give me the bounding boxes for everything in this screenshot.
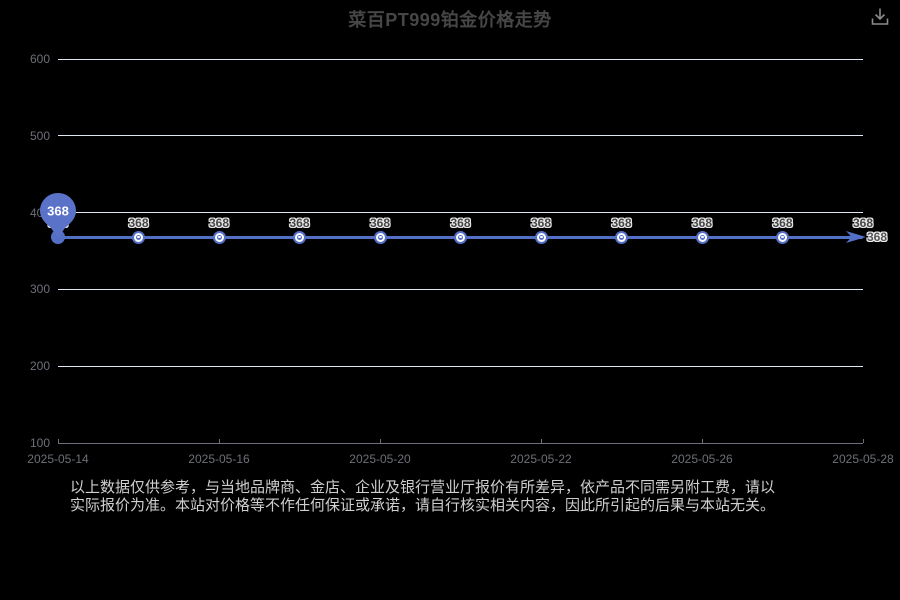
y-axis-label: 500 xyxy=(29,128,50,143)
x-axis-label: 2025-05-14 xyxy=(27,452,89,466)
x-axis-label: 2025-05-16 xyxy=(188,452,250,466)
marker-dash xyxy=(459,236,462,238)
data-point-label: 368 xyxy=(369,215,391,230)
x-axis-tick xyxy=(541,439,542,443)
data-point-marker[interactable] xyxy=(214,232,224,242)
marker-dash xyxy=(298,236,301,238)
gridline xyxy=(58,365,863,367)
data-point-marker[interactable] xyxy=(375,232,385,242)
data-point-marker[interactable] xyxy=(617,232,626,242)
disclaimer-text: 以上数据仅供参考，与当地品牌商、金店、企业及银行营业厅报价有所差异，依产品不同需… xyxy=(70,479,850,514)
x-axis-label: 2025-05-22 xyxy=(510,452,572,466)
x-axis-label: 2025-05-26 xyxy=(671,452,733,466)
save-as-image-button[interactable] xyxy=(868,5,892,29)
download-icon xyxy=(871,8,889,25)
marker-dash xyxy=(137,236,140,238)
x-axis-line xyxy=(58,443,863,444)
data-point-label: 368 xyxy=(691,215,713,230)
data-point-label: 368 xyxy=(772,215,793,230)
data-point-label: 368 xyxy=(852,215,874,230)
svg-text:368: 368 xyxy=(47,204,69,219)
series-end-value-label: 368 xyxy=(867,229,888,244)
data-point-label: 368 xyxy=(450,215,471,230)
y-axis-label: 100 xyxy=(29,436,50,450)
y-axis-label: 600 xyxy=(29,52,50,66)
data-point-label: 368 xyxy=(128,215,149,230)
gridline xyxy=(58,288,863,290)
x-axis-label: 2025-05-28 xyxy=(832,452,894,466)
pin-icon: 368 xyxy=(40,193,76,239)
x-axis-tick xyxy=(219,439,220,443)
data-point-label: 368 xyxy=(611,215,632,230)
marker-dash xyxy=(781,236,784,238)
x-axis-tick xyxy=(702,439,703,443)
x-axis-label: 2025-05-20 xyxy=(349,452,411,466)
marker-dash xyxy=(620,236,623,238)
gridline xyxy=(58,135,863,137)
data-point-label: 368 xyxy=(208,215,230,230)
x-axis-tick xyxy=(863,439,864,443)
disclaimer-line-1: 以上数据仅供参考，与当地品牌商、金店、企业及银行营业厅报价有所差异，依产品不同需… xyxy=(70,479,776,496)
data-point-marker[interactable] xyxy=(778,232,787,242)
data-point-marker[interactable] xyxy=(295,232,304,242)
marker-dash xyxy=(378,236,382,238)
gridline xyxy=(58,58,863,60)
data-point-marker[interactable] xyxy=(134,232,143,242)
data-point-marker[interactable] xyxy=(456,232,465,242)
start-pin-marker[interactable]: 368 xyxy=(38,192,78,245)
y-axis-label: 300 xyxy=(29,282,50,297)
data-point-marker[interactable] xyxy=(697,232,707,242)
x-axis-tick xyxy=(380,439,381,443)
trend-arrow-icon xyxy=(845,230,867,249)
data-point-marker[interactable] xyxy=(536,232,546,242)
y-axis-label: 200 xyxy=(29,359,50,374)
x-axis-tick xyxy=(58,439,59,443)
data-point-label: 368 xyxy=(530,215,552,230)
marker-dash xyxy=(217,236,221,238)
marker-dash xyxy=(539,236,543,238)
marker-dash xyxy=(700,236,704,238)
data-point-label: 368 xyxy=(289,215,310,230)
gridline xyxy=(58,212,863,214)
disclaimer-line-2: 实际报价为准。本站对价格等不作任何保证或承诺，请自行核实相关内容，因此所引起的后… xyxy=(70,496,776,514)
chart-title: 菜百PT999铂金价格走势 xyxy=(348,10,552,30)
